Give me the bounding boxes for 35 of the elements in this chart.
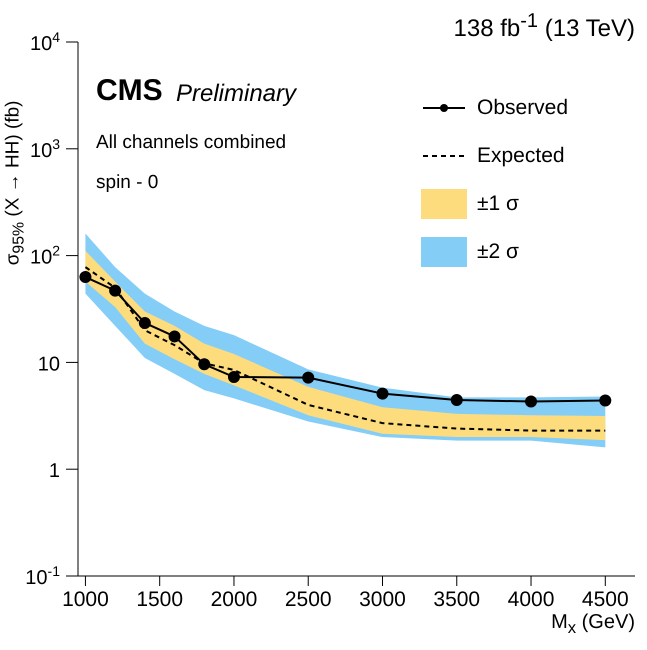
x-tick-label: 4000 — [508, 588, 554, 611]
point — [450, 394, 463, 406]
legend-label: Expected — [477, 144, 565, 168]
y-tick-label: 10$^{4}$ — [30, 29, 60, 55]
x-tick-label: 2500 — [284, 588, 332, 611]
legend-label: ±2 σ — [477, 240, 519, 264]
y-tick-label: 10$^{2}$ — [30, 242, 60, 269]
y-tick-label: 10$^{-1}$ — [25, 563, 60, 589]
y-tick-label: 10 — [38, 353, 60, 376]
point — [198, 358, 210, 370]
x-axis-title: M$_{x}$ (GeV) — [551, 611, 635, 637]
x-tick-label: 1000 — [62, 588, 109, 611]
point — [302, 372, 314, 384]
point — [79, 271, 92, 284]
x-tick-label: 3500 — [433, 588, 480, 611]
x-tick-label: 1500 — [136, 588, 184, 611]
point — [599, 394, 612, 406]
y-tick-label: 1 — [48, 460, 60, 482]
point — [168, 330, 181, 342]
point — [376, 388, 388, 400]
point — [138, 316, 151, 329]
annotation: All channels combined — [96, 132, 286, 153]
x-tick-label: 4500 — [582, 588, 629, 611]
annotation: CMS — [96, 74, 163, 107]
annotation: Preliminary — [176, 80, 296, 107]
annotation: spin - 0 — [96, 172, 158, 193]
point — [525, 396, 538, 408]
legend-label: ±1 σ — [477, 192, 519, 216]
point — [109, 284, 122, 297]
point — [228, 370, 240, 383]
y-tick-label: 10$^{3}$ — [30, 136, 60, 162]
x-tick-label: 2000 — [210, 588, 258, 611]
legend-label: Observed — [477, 96, 568, 120]
x-tick-label: 3000 — [359, 588, 406, 611]
chart-title: 138 fb$^{-1}$ (13 TeV) — [454, 10, 635, 42]
